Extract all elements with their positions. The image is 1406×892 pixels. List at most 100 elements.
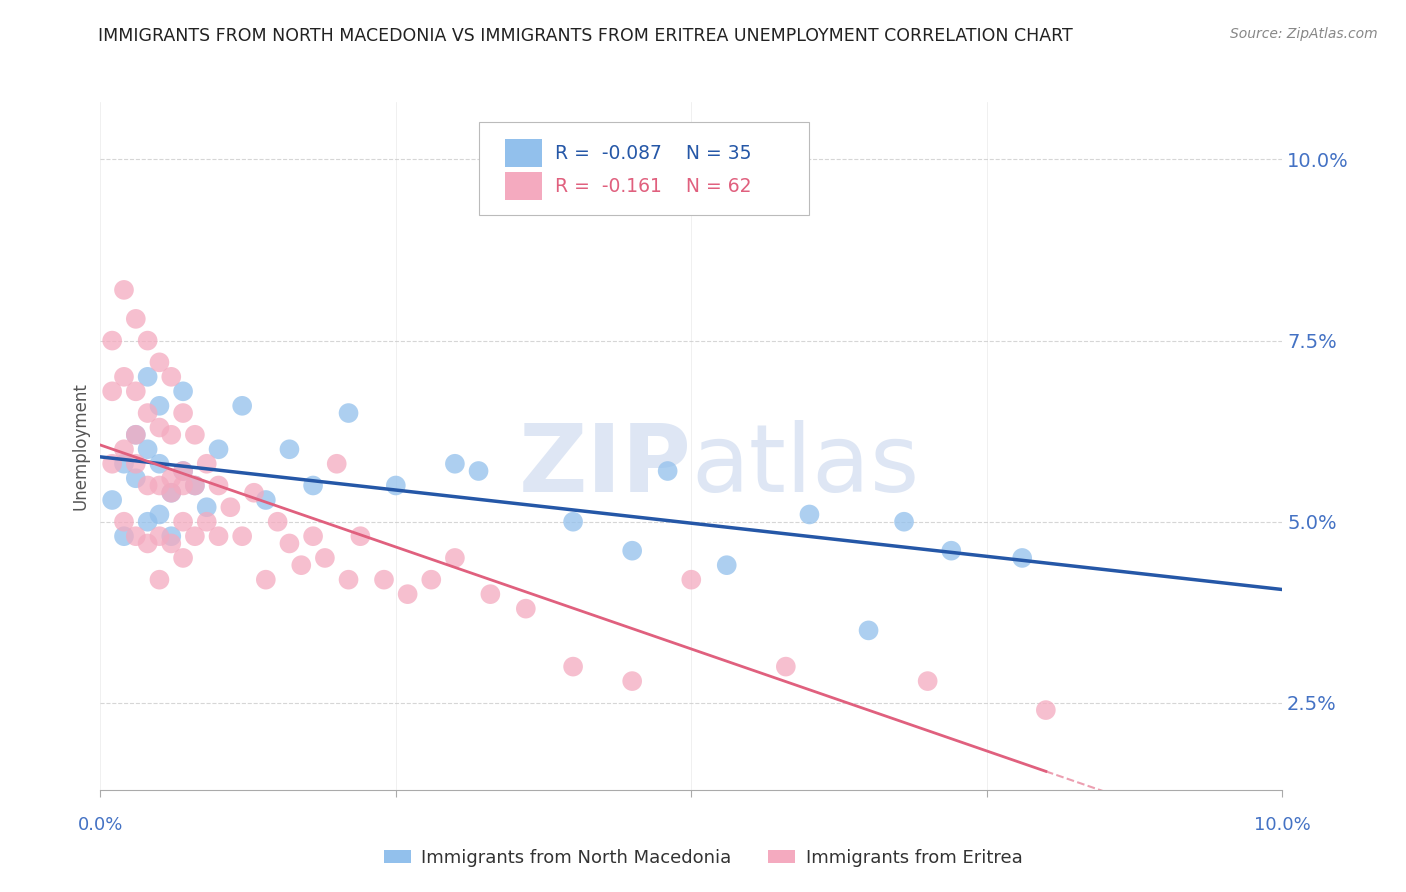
Point: [941, 543, 963, 558]
Point: [160, 485, 183, 500]
FancyBboxPatch shape: [478, 122, 810, 215]
Point: [184, 529, 207, 543]
Point: [160, 369, 183, 384]
Point: [136, 406, 159, 420]
Point: [621, 543, 644, 558]
Point: [467, 464, 489, 478]
Point: [254, 493, 277, 508]
Point: [172, 406, 194, 420]
Point: [302, 529, 325, 543]
Point: [148, 573, 170, 587]
Point: [278, 442, 301, 457]
Point: [799, 508, 821, 522]
Point: [172, 464, 194, 478]
Text: IMMIGRANTS FROM NORTH MACEDONIA VS IMMIGRANTS FROM ERITREA UNEMPLOYMENT CORRELAT: IMMIGRANTS FROM NORTH MACEDONIA VS IMMIG…: [98, 27, 1073, 45]
Point: [160, 536, 183, 550]
Point: [101, 457, 124, 471]
Point: [160, 427, 183, 442]
Point: [136, 515, 159, 529]
Point: [1035, 703, 1057, 717]
Point: [184, 427, 207, 442]
Text: ZIP: ZIP: [519, 420, 692, 512]
Text: 0.0%: 0.0%: [77, 816, 124, 834]
Point: [136, 536, 159, 550]
Point: [325, 457, 347, 471]
Point: [219, 500, 242, 515]
Point: [373, 573, 395, 587]
Point: [125, 384, 148, 399]
Point: [195, 515, 218, 529]
Point: [101, 384, 124, 399]
Point: [444, 550, 467, 565]
Point: [243, 485, 266, 500]
Point: [172, 464, 194, 478]
Point: [125, 471, 148, 485]
Point: [184, 478, 207, 492]
Point: [125, 457, 148, 471]
Text: R =  -0.087    N = 35: R = -0.087 N = 35: [555, 144, 752, 162]
Point: [125, 311, 148, 326]
Point: [254, 573, 277, 587]
Point: [112, 283, 135, 297]
Point: [385, 478, 408, 492]
Point: [231, 529, 253, 543]
Legend: Immigrants from North Macedonia, Immigrants from Eritrea: Immigrants from North Macedonia, Immigra…: [377, 842, 1029, 874]
Point: [160, 471, 183, 485]
Point: [125, 427, 148, 442]
Point: [148, 508, 170, 522]
Text: Source: ZipAtlas.com: Source: ZipAtlas.com: [1230, 27, 1378, 41]
Point: [396, 587, 419, 601]
Point: [101, 493, 124, 508]
Point: [160, 485, 183, 500]
Point: [515, 601, 537, 615]
Point: [337, 573, 360, 587]
Point: [136, 442, 159, 457]
Point: [207, 442, 229, 457]
Text: R =  -0.161    N = 62: R = -0.161 N = 62: [555, 177, 752, 195]
Point: [231, 399, 253, 413]
Point: [136, 478, 159, 492]
Point: [160, 529, 183, 543]
Point: [148, 478, 170, 492]
Point: [562, 659, 585, 673]
Point: [349, 529, 371, 543]
Text: atlas: atlas: [692, 420, 920, 512]
Point: [290, 558, 312, 573]
Point: [337, 406, 360, 420]
Point: [148, 399, 170, 413]
Point: [621, 674, 644, 689]
Point: [893, 515, 915, 529]
Text: 10.0%: 10.0%: [1254, 816, 1310, 834]
Point: [681, 573, 703, 587]
Point: [148, 420, 170, 434]
Point: [125, 427, 148, 442]
Point: [207, 529, 229, 543]
Point: [148, 529, 170, 543]
Point: [148, 457, 170, 471]
Point: [172, 478, 194, 492]
Point: [775, 659, 797, 673]
Point: [207, 478, 229, 492]
Point: [562, 515, 585, 529]
Point: [858, 624, 880, 638]
Point: [172, 384, 194, 399]
Point: [1011, 550, 1033, 565]
Point: [101, 334, 124, 348]
Point: [420, 573, 443, 587]
Y-axis label: Unemployment: Unemployment: [72, 382, 89, 509]
Point: [917, 674, 939, 689]
Point: [195, 457, 218, 471]
Point: [136, 334, 159, 348]
Point: [112, 369, 135, 384]
Point: [266, 515, 288, 529]
Point: [172, 550, 194, 565]
Point: [302, 478, 325, 492]
FancyBboxPatch shape: [505, 139, 543, 167]
Point: [184, 478, 207, 492]
Point: [125, 529, 148, 543]
Point: [444, 457, 467, 471]
Point: [136, 369, 159, 384]
Point: [172, 515, 194, 529]
Point: [479, 587, 502, 601]
Point: [112, 442, 135, 457]
